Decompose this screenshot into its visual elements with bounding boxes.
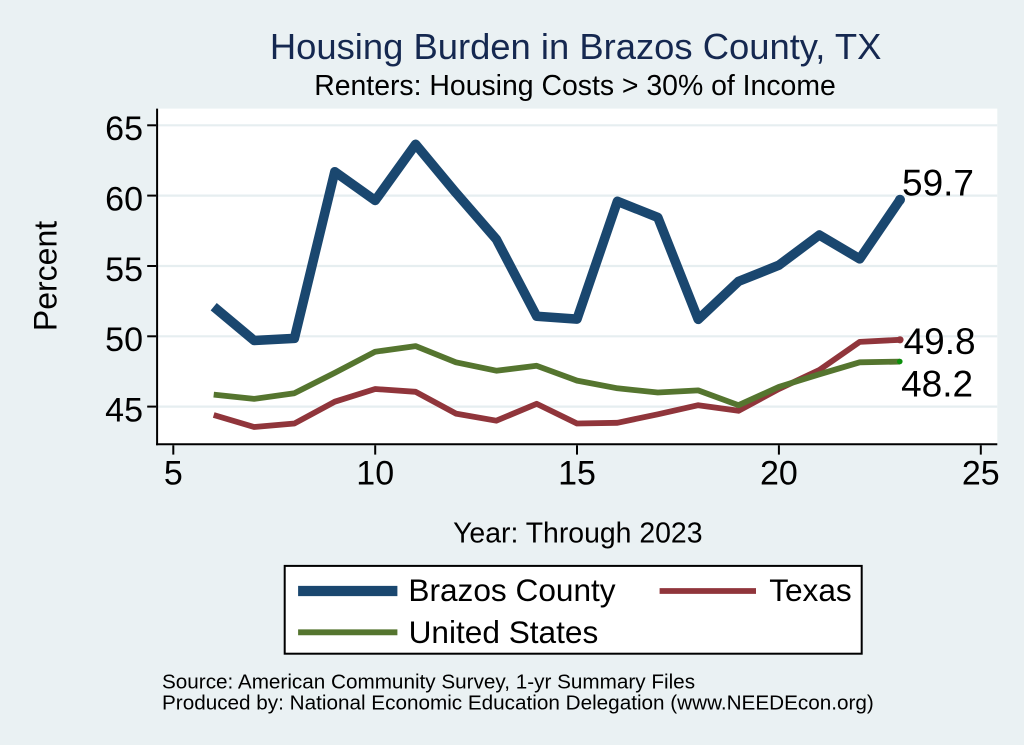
svg-text:10: 10	[356, 455, 394, 493]
svg-text:49.8: 49.8	[904, 321, 976, 362]
svg-text:Produced by: National Economic: Produced by: National Economic Education…	[162, 692, 874, 715]
svg-text:Source: American Community Sur: Source: American Community Survey, 1-yr …	[162, 671, 695, 694]
svg-text:59.7: 59.7	[902, 163, 974, 204]
svg-text:55: 55	[105, 251, 143, 289]
svg-text:60: 60	[105, 180, 143, 218]
svg-text:15: 15	[558, 455, 596, 493]
svg-text:65: 65	[105, 110, 143, 148]
svg-text:Renters: Housing Costs > 30% o: Renters: Housing Costs > 30% of Income	[314, 70, 836, 102]
svg-text:Brazos County: Brazos County	[408, 572, 615, 608]
svg-text:25: 25	[962, 455, 1000, 493]
svg-text:20: 20	[760, 455, 798, 493]
svg-text:Percent: Percent	[28, 221, 64, 331]
svg-text:Texas: Texas	[769, 572, 852, 608]
svg-text:5: 5	[164, 455, 183, 493]
svg-text:45: 45	[105, 391, 143, 429]
svg-text:United States: United States	[409, 614, 599, 650]
svg-text:Housing Burden in Brazos Count: Housing Burden in Brazos County, TX	[270, 26, 882, 67]
svg-text:50: 50	[105, 321, 143, 359]
svg-text:48.2: 48.2	[901, 363, 973, 404]
svg-text:Year: Through 2023: Year: Through 2023	[453, 518, 702, 550]
